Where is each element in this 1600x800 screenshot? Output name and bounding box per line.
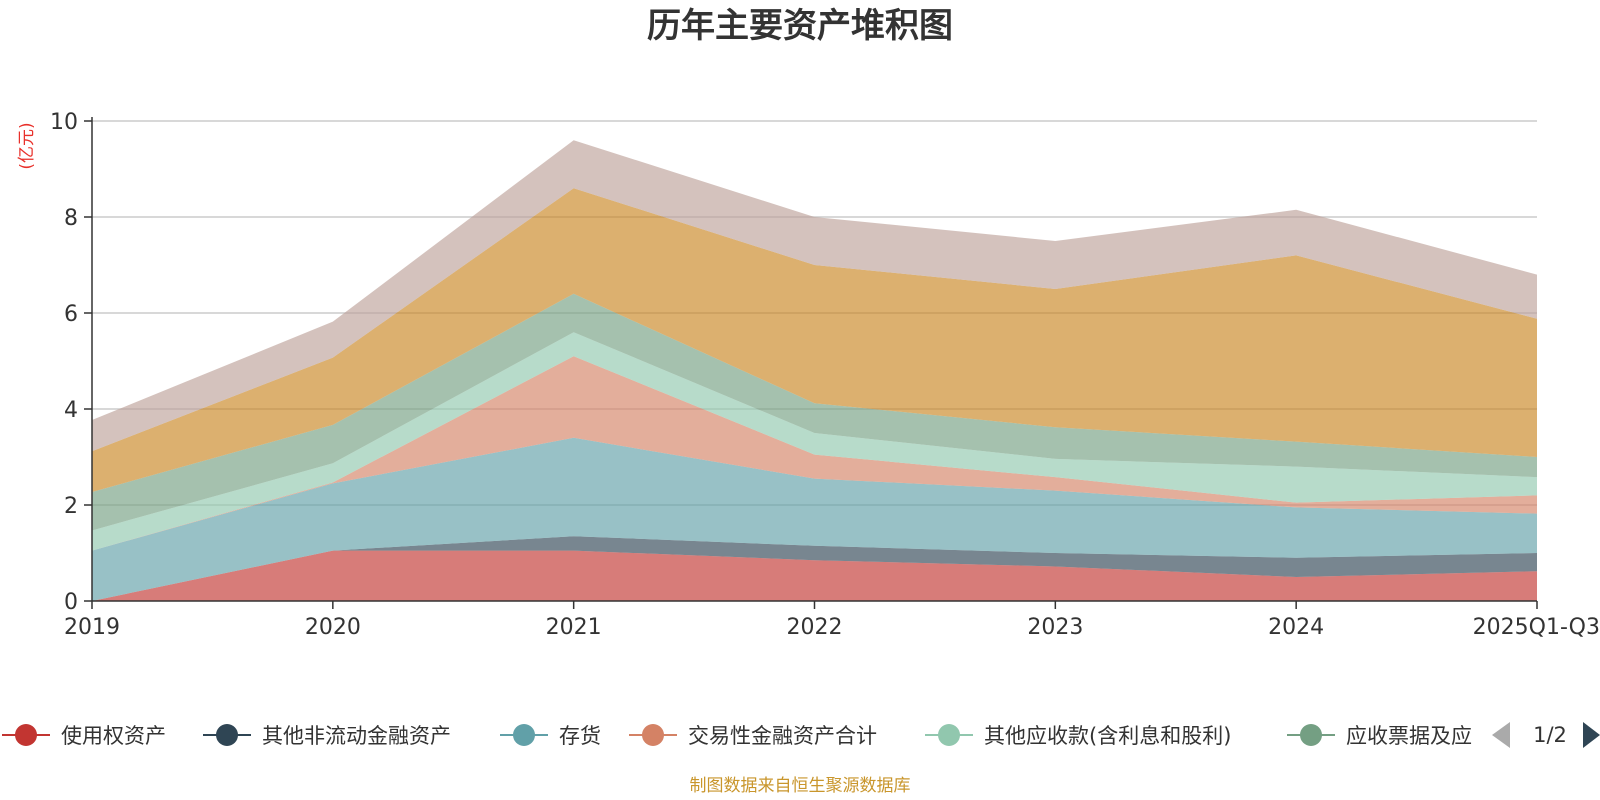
- legend-item[interactable]: 交易性金融资产合计: [629, 724, 877, 748]
- y-tick-label: 2: [64, 494, 78, 519]
- y-tick-label: 0: [64, 590, 78, 615]
- area-series-band: [92, 188, 1537, 493]
- legend-item[interactable]: 存货: [500, 724, 601, 748]
- legend-circle-icon: [216, 724, 238, 746]
- legend-circle-icon: [15, 724, 37, 746]
- legend-circle-icon: [1300, 724, 1322, 746]
- y-axis-unit-label: (亿元): [17, 122, 37, 169]
- area-series-band: [92, 140, 1537, 452]
- legend-item[interactable]: 其他非流动金融资产: [203, 724, 451, 748]
- area-series-band: [92, 550, 1537, 601]
- legend-label: 其他应收款(含利息和股利): [984, 724, 1231, 748]
- y-tick-label: 6: [64, 302, 78, 327]
- x-tick-label: 2023: [1027, 615, 1083, 640]
- area-series-band: [92, 437, 1537, 601]
- area-series-band: [92, 332, 1537, 551]
- area-series-band: [92, 536, 1537, 601]
- y-tick-label: 8: [64, 206, 78, 231]
- x-tick-label: 2021: [546, 615, 602, 640]
- legend-item[interactable]: 应收票据及应: [1287, 724, 1472, 748]
- legend-label: 使用权资产: [61, 724, 166, 748]
- legend: 使用权资产 其他非流动金融资产 存货 交易性金融资产合计 其他应收款(含利息和股利) 应收…: [2, 724, 1472, 748]
- legend-circle-icon: [938, 724, 960, 746]
- x-tick-label: 2024: [1268, 615, 1324, 640]
- legend-next-page-icon[interactable]: [1583, 722, 1600, 748]
- x-tick-label: 2022: [787, 615, 843, 640]
- x-tick-label: 2020: [305, 615, 361, 640]
- legend-item[interactable]: 其他应收款(含利息和股利): [925, 724, 1231, 748]
- area-series-band: [92, 293, 1537, 531]
- legend-prev-page-icon[interactable]: [1492, 722, 1510, 748]
- legend-label: 交易性金融资产合计: [688, 724, 877, 748]
- legend-circle-icon: [513, 724, 535, 746]
- y-tick-label: 4: [64, 398, 78, 423]
- x-tick-label: 2025Q1-Q3: [1473, 615, 1600, 640]
- legend-label: 存货: [559, 724, 601, 748]
- legend-item[interactable]: 使用权资产: [2, 724, 166, 748]
- legend-label: 其他非流动金融资产: [262, 724, 451, 748]
- y-tick-label: 10: [50, 110, 78, 135]
- axes: 0 2 4 6 8 10 2019 2020 2021 2022 2023 2024 2025Q1-Q3: [50, 110, 1600, 640]
- legend-circle-icon: [642, 724, 664, 746]
- legend-pager: 1/2: [1492, 722, 1600, 748]
- x-tick-label: 2019: [64, 615, 120, 640]
- area-series: [92, 140, 1537, 601]
- legend-page-indicator: 1/2: [1533, 723, 1567, 747]
- legend-label: 应收票据及应: [1346, 724, 1472, 748]
- data-source-note: 制图数据来自恒生聚源数据库: [690, 776, 911, 796]
- chart-title: 历年主要资产堆积图: [647, 6, 953, 46]
